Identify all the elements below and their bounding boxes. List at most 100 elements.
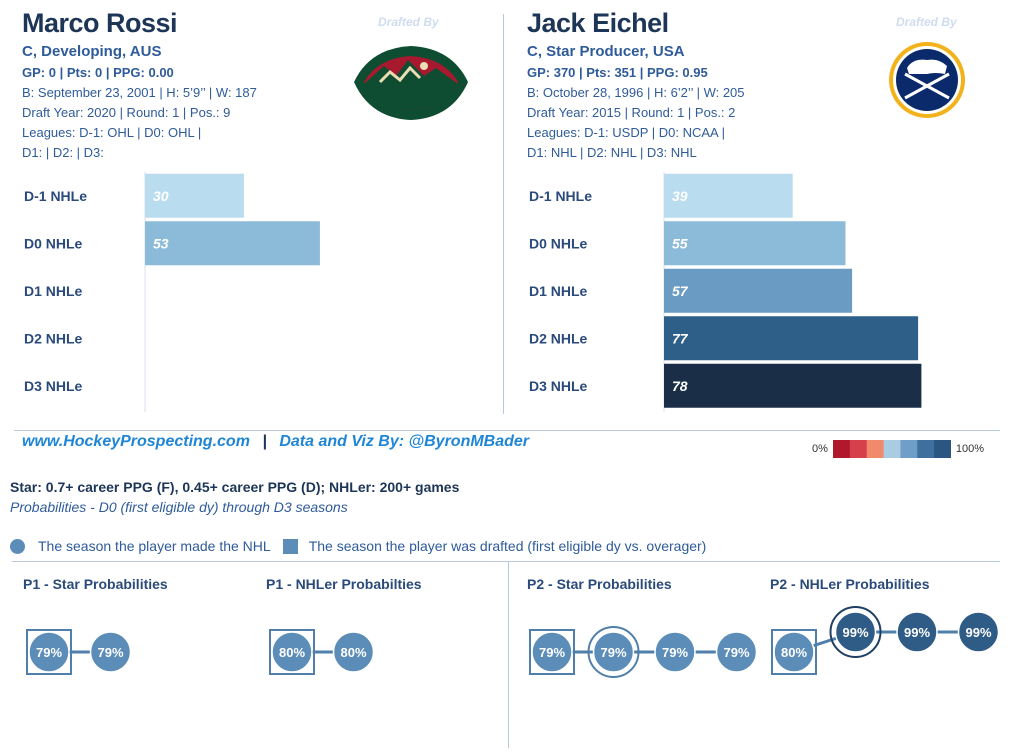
bar-value-label: 78: [672, 378, 688, 394]
nhl-season-marker: [587, 626, 640, 678]
p2-star-title: P2 - Star Probabilities: [527, 576, 672, 592]
probability-value: 79%: [723, 645, 749, 660]
drafted-season-marker: [529, 629, 575, 675]
probability-connector: [793, 630, 979, 654]
player1-subtitle: C, Developing, AUS: [22, 43, 162, 60]
nhle-bar: [145, 173, 244, 218]
probability-value: 99%: [842, 625, 868, 640]
bar-value-label: 77: [672, 330, 689, 346]
player2-header: Jack Eichel C, Star Producer, USA GP: 37…: [527, 8, 987, 160]
probability-bubble: [271, 631, 313, 673]
divider-top: [503, 14, 504, 414]
scale-swatch: [900, 440, 918, 458]
category-label: D3 NHLe: [24, 378, 83, 394]
color-scale-legend: 0% 100%: [812, 440, 984, 458]
probability-bubble: [28, 631, 70, 673]
symbol-key: The season the player made the NHL The s…: [10, 538, 706, 554]
player1-bio: B: September 23, 2001 | H: 5’9’’ | W: 18…: [22, 85, 257, 100]
drafted-season-marker: [269, 629, 315, 675]
p1-nhler-title: P1 - NHLer Probabilties: [266, 576, 422, 592]
player1-stats: GP: 0 | Pts: 0 | PPG: 0.00: [22, 65, 174, 80]
scale-swatch: [917, 440, 935, 458]
probability-note: Probabilities - D0 (first eligible dy) t…: [10, 499, 348, 515]
bar-value-label: 39: [672, 188, 688, 204]
probability-value: 79%: [539, 645, 565, 660]
probability-bubble: [957, 611, 1000, 653]
probability-bubble: [332, 631, 375, 673]
player1-name: Marco Rossi: [22, 8, 178, 38]
credit-text: Data and Viz By: @ByronMBader: [279, 433, 530, 450]
category-label: D-1 NHLe: [24, 188, 87, 204]
player1-draft: Draft Year: 2020 | Round: 1 | Pos.: 9: [22, 105, 231, 120]
category-label: D3 NHLe: [529, 378, 588, 394]
player1-dseasons: D1: | D2: | D3:: [22, 145, 104, 160]
separator: |: [262, 433, 267, 450]
probability-value: 79%: [36, 645, 62, 660]
footer-credit-line: www.HockeyProspecting.com | Data and Viz…: [22, 433, 529, 451]
divider-bottom: [508, 562, 509, 748]
probability-bubble: [89, 631, 132, 673]
category-label: D1 NHLe: [529, 283, 588, 299]
player2-subtitle: C, Star Producer, USA: [527, 43, 685, 60]
buffalo-sabres-logo-icon: [889, 42, 965, 118]
scale-swatch: [832, 440, 851, 458]
nhle-bar: [664, 173, 793, 218]
player2-draft: Draft Year: 2015 | Round: 1 | Pos.: 2: [527, 105, 736, 120]
probability-bubble: [773, 631, 815, 673]
category-label: D1 NHLe: [24, 283, 83, 299]
category-label: D0 NHLe: [24, 235, 83, 251]
nhle-bar: [664, 268, 853, 313]
bar-value-label: 55: [672, 235, 688, 251]
player2-name: Jack Eichel: [527, 8, 669, 38]
player1-drafted-by: Drafted By: [378, 15, 439, 29]
probability-value: 80%: [340, 645, 366, 660]
nhl-season-circle-icon: [10, 538, 25, 554]
probability-value: 79%: [600, 645, 626, 660]
nhl-season-key-text: The season the player made the NHL: [38, 538, 271, 554]
category-label: D-1 NHLe: [529, 188, 592, 204]
probability-bubble: [654, 631, 696, 673]
player2-dseasons: D1: NHL | D2: NHL | D3: NHL: [527, 145, 697, 160]
divider-prob-top: [12, 561, 1000, 562]
player2-stats: GP: 370 | Pts: 351 | PPG: 0.95: [527, 65, 708, 80]
nhle-bar: [664, 316, 919, 361]
site-link[interactable]: www.HockeyProspecting.com: [22, 433, 250, 450]
minnesota-wild-logo-icon: [354, 46, 468, 120]
probability-value: 99%: [965, 625, 991, 640]
probability-bubble: [834, 611, 877, 653]
p2-nhler-title: P2 - NHLer Probabilities: [770, 576, 930, 592]
player2-nhle-chart: D-1 NHLe 39 D0 NHLe 55 D1 NHLe 57 D2 NHLe 77 D3 …: [529, 172, 922, 412]
player1-leagues: Leagues: D-1: OHL | D0: OHL |: [22, 125, 202, 140]
drafted-season-key-text: The season the player was drafted (first…: [308, 538, 707, 554]
category-label: D0 NHLe: [529, 235, 588, 251]
probability-bubble: [592, 631, 635, 673]
player1-nhle-chart: D-1 NHLe 30 D0 NHLe 53 D1 NHLe D2 NHLe D3 NHLe: [24, 172, 320, 412]
player2-bio: B: October 28, 1996 | H: 6’2’’ | W: 205: [527, 85, 745, 100]
scale-min-label: 0%: [812, 443, 828, 455]
category-label: D2 NHLe: [529, 330, 588, 346]
probability-bubble: [896, 611, 938, 653]
nhle-bar: [664, 221, 846, 266]
player1-header: Marco Rossi C, Developing, AUS GP: 0 | P…: [22, 8, 482, 160]
bar-value-label: 57: [672, 283, 689, 299]
scale-swatch: [883, 440, 901, 458]
probability-chains: 79% 79% 80% 80% 79% 79% 79% 79% 80% 99% 99% 99%: [26, 606, 1000, 678]
star-definition: Star: 0.7+ career PPG (F), 0.45+ career …: [10, 479, 460, 495]
probability-bubble: [715, 631, 758, 673]
scale-swatch: [934, 440, 951, 458]
category-label: D2 NHLe: [24, 330, 83, 346]
nhl-season-marker: [829, 606, 882, 658]
nhle-bar: [664, 363, 922, 408]
bar-value-label: 30: [153, 188, 169, 204]
nhle-bar: [145, 221, 320, 266]
probability-value: 79%: [97, 645, 123, 660]
player2-leagues: Leagues: D-1: USDP | D0: NCAA |: [527, 125, 725, 140]
probability-value: 80%: [279, 645, 305, 660]
drafted-season-square-icon: [282, 538, 298, 554]
scale-max-label: 100%: [955, 443, 985, 455]
player2-drafted-by: Drafted By: [896, 15, 957, 29]
drafted-season-marker: [771, 629, 817, 675]
scale-swatch: [866, 440, 884, 458]
drafted-season-marker: [26, 629, 72, 675]
scale-swatch: [849, 440, 868, 458]
